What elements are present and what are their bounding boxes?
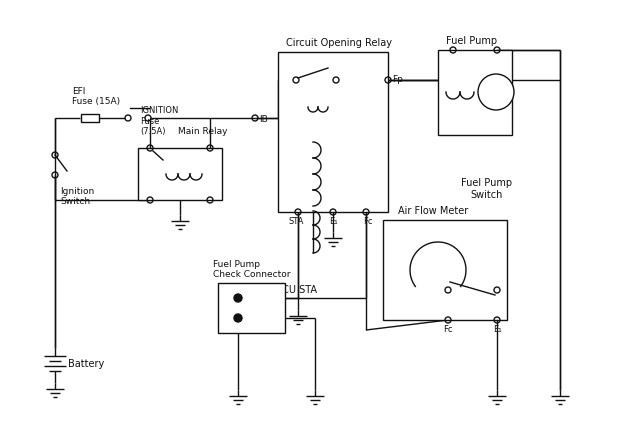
Bar (218, 283, 285, 333)
Text: STA: STA (288, 217, 304, 226)
Bar (383, 220, 507, 320)
Text: Fc: Fc (364, 217, 372, 226)
Text: E₁: E₁ (493, 325, 501, 334)
Text: Fc: Fc (444, 325, 452, 334)
Text: Ignition
Switch: Ignition Switch (60, 187, 94, 206)
Text: IB: IB (259, 114, 268, 124)
Circle shape (234, 294, 242, 302)
Circle shape (234, 314, 242, 322)
Text: Fp: Fp (392, 76, 403, 85)
Bar (438, 50, 512, 135)
Text: Fuel Pump
Check Connector: Fuel Pump Check Connector (213, 260, 291, 279)
Text: Fuel Pump: Fuel Pump (446, 36, 497, 46)
Circle shape (478, 74, 514, 110)
Text: ECU STA: ECU STA (275, 285, 317, 295)
Text: Circuit Opening Relay: Circuit Opening Relay (286, 38, 392, 48)
Bar (278, 52, 388, 212)
Text: IGNITION
Fuse
(7.5A): IGNITION Fuse (7.5A) (140, 106, 179, 136)
Text: Fuel Pump
Switch: Fuel Pump Switch (461, 178, 513, 200)
Text: Main Relay: Main Relay (178, 127, 227, 136)
Text: Air Flow Meter: Air Flow Meter (398, 206, 468, 216)
Text: EFI
Fuse (15A): EFI Fuse (15A) (72, 86, 120, 106)
Text: E₁: E₁ (329, 217, 337, 226)
Text: Battery: Battery (68, 359, 104, 369)
Bar (138, 148, 222, 200)
Bar (81, 114, 99, 122)
